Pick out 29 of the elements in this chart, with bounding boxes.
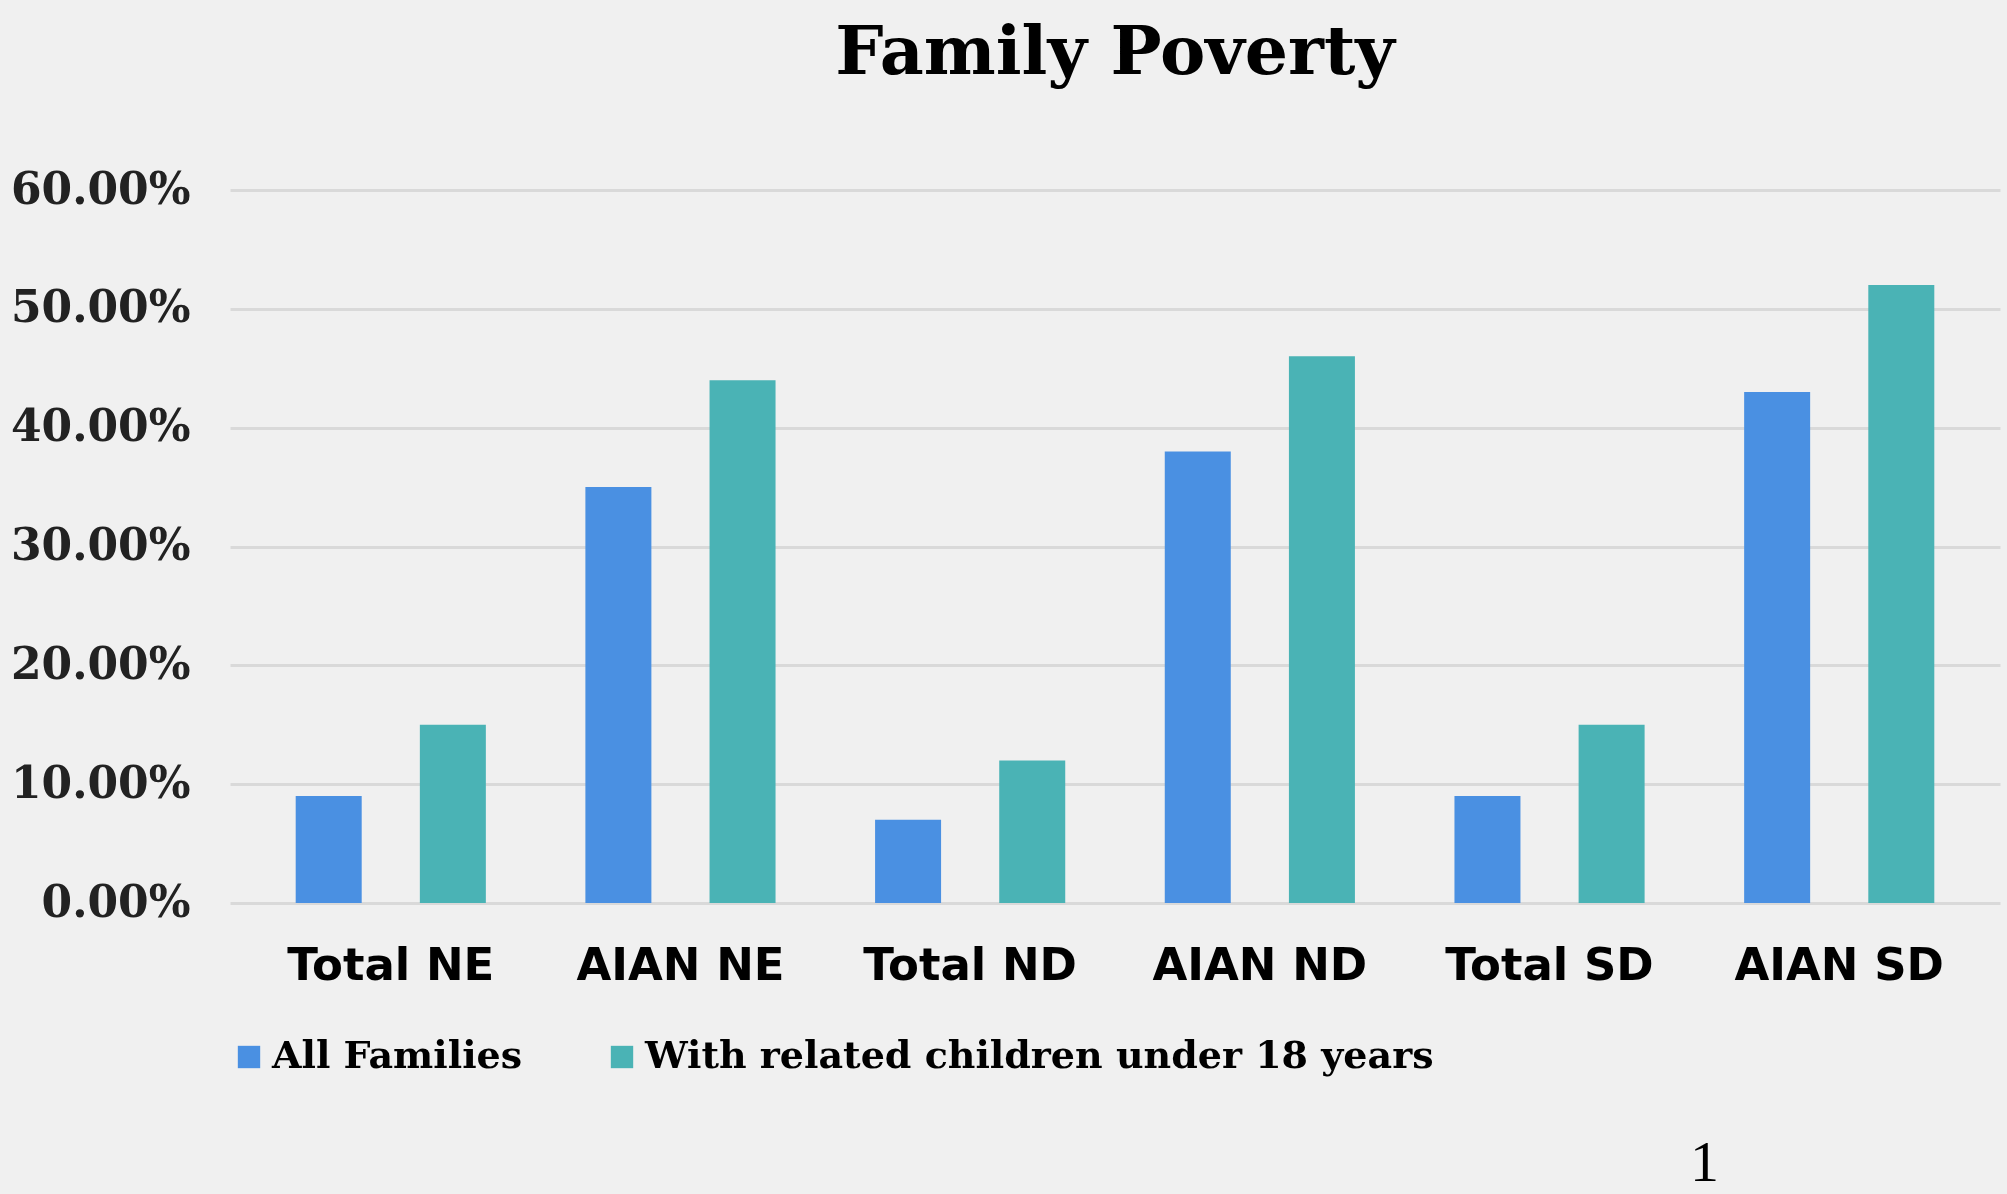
bar: [999, 760, 1066, 903]
bar: [1288, 356, 1355, 903]
bar: [1868, 285, 1935, 903]
y-tick-label: 60.00%: [10, 162, 191, 214]
bar: [1164, 451, 1231, 903]
y-tick-label: 30.00%: [10, 519, 191, 570]
y-tick-label: 50.00%: [10, 281, 191, 333]
x-tick-label: Total NE: [287, 937, 495, 991]
y-tick-label: 40.00%: [10, 400, 191, 452]
text: 1: [1690, 1128, 1719, 1194]
x-tick-label: AIAN NE: [576, 937, 785, 991]
chart-title: Family Poverty: [835, 10, 1398, 90]
bar: [295, 796, 362, 903]
bar: [875, 819, 942, 903]
y-tick-label: 20.00%: [10, 637, 191, 689]
y-tick-label: 0.00%: [41, 875, 191, 927]
bar: [1578, 724, 1645, 903]
x-tick-label: AIAN ND: [1152, 937, 1368, 991]
bar: [1744, 392, 1811, 903]
x-tick-label: AIAN SD: [1734, 937, 1944, 991]
bar: [585, 487, 652, 903]
bar: [419, 724, 486, 903]
bar: [1454, 796, 1521, 903]
x-tick-label: Total ND: [863, 937, 1077, 991]
legend-label: All Families: [271, 1032, 523, 1077]
legend-label: With related children under 18 years: [644, 1032, 1434, 1077]
bar: [709, 380, 776, 903]
x-tick-label: Total SD: [1445, 937, 1654, 991]
y-tick-label: 10.00%: [10, 756, 191, 808]
